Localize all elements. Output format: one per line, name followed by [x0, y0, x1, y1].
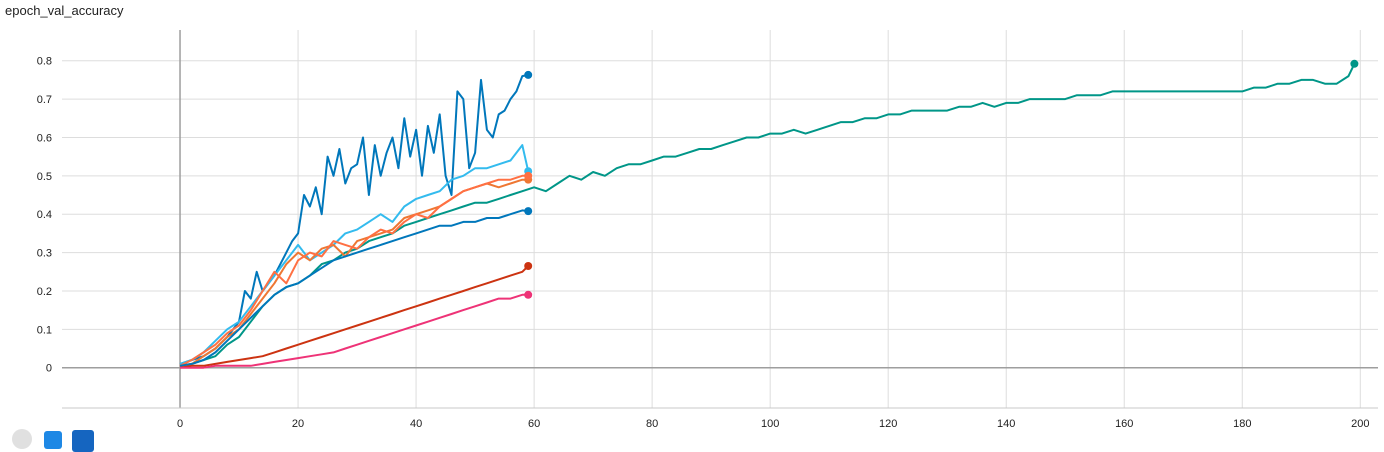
x-tick-label: 80 [646, 418, 658, 430]
x-tick-label: 140 [997, 418, 1015, 430]
series-end-point-1 [524, 70, 533, 79]
chart-title: epoch_val_accuracy [5, 3, 124, 18]
series-line-7 [180, 293, 529, 369]
series-line-3 [179, 178, 529, 367]
series-end-point-6 [524, 262, 533, 271]
x-tick-label: 180 [1233, 418, 1251, 430]
axes [62, 30, 1378, 409]
y-tick-label: 0.6 [37, 132, 52, 144]
toggle-log-scale-button[interactable] [44, 431, 62, 449]
series-lines [179, 59, 1359, 369]
series-line-5 [179, 209, 529, 367]
y-tick-label: 0.3 [37, 248, 52, 260]
x-tick-label: 160 [1115, 418, 1133, 430]
y-tick-label: 0.7 [37, 94, 52, 106]
y-tick-label: 0.5 [37, 171, 52, 183]
series-end-point-4 [524, 171, 533, 180]
chart-plot: 0 0.1 0.2 0.3 0.4 0.5 0.6 0.7 0.8 0 20 40 60 80 100 12… [37, 30, 1378, 430]
x-tick-label: 120 [879, 418, 897, 430]
vertical-gridlines [179, 30, 1361, 408]
series-end-point-7 [524, 290, 533, 299]
y-tick-labels: 0 0.1 0.2 0.3 0.4 0.5 0.6 0.7 0.8 [37, 56, 52, 375]
x-tick-label: 200 [1351, 418, 1369, 430]
y-tick-label: 0.1 [37, 324, 52, 336]
y-tick-label: 0.8 [37, 56, 52, 68]
series-line-0 [179, 63, 1356, 367]
series-end-point-5 [524, 207, 533, 216]
series-line-1 [179, 73, 529, 365]
expand-chart-button[interactable] [12, 429, 32, 449]
x-tick-labels: 0 20 40 60 80 100 120 140 160 180 200 [177, 418, 1370, 430]
series-line-2 [179, 144, 530, 365]
x-tick-label: 40 [410, 418, 422, 430]
series-line-4 [179, 174, 529, 367]
y-tick-label: 0.2 [37, 286, 52, 298]
series-line-6 [179, 265, 529, 369]
horizontal-gridlines [62, 60, 1378, 369]
y-tick-label: 0 [46, 363, 52, 375]
series-end-point-0 [1350, 59, 1359, 68]
fit-domain-button[interactable] [72, 430, 94, 452]
x-tick-label: 0 [177, 418, 183, 430]
x-tick-label: 20 [292, 418, 304, 430]
x-tick-label: 60 [528, 418, 540, 430]
x-tick-label: 100 [761, 418, 779, 430]
y-tick-label: 0.4 [37, 209, 52, 221]
